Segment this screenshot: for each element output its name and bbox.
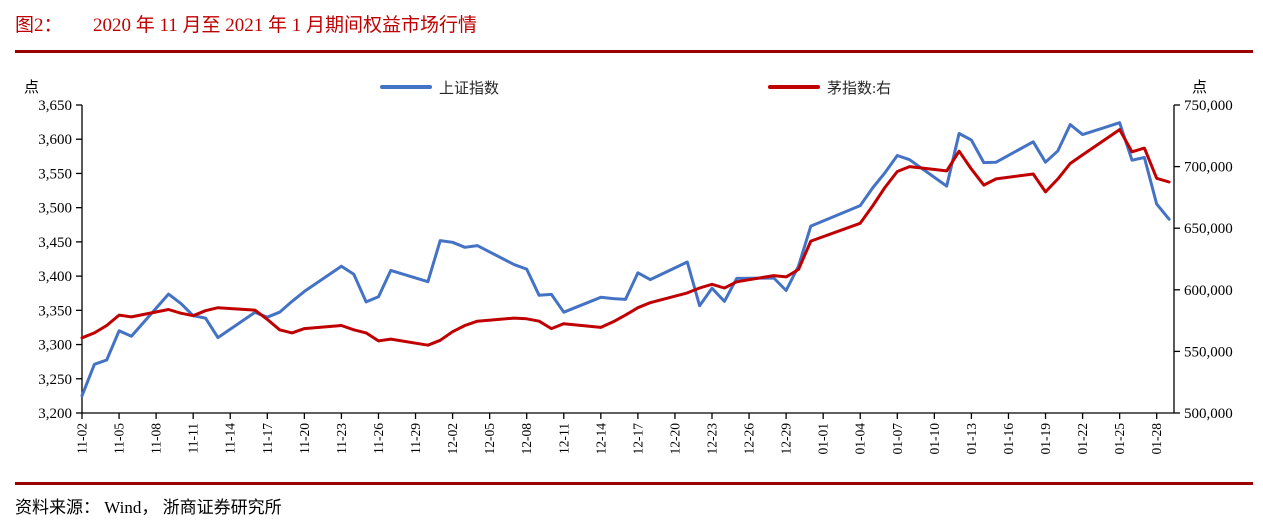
svg-text:700,000: 700,000 xyxy=(1184,160,1233,176)
svg-text:01-04: 01-04 xyxy=(853,423,868,455)
svg-text:11-23: 11-23 xyxy=(334,423,349,454)
svg-text:01-01: 01-01 xyxy=(816,423,831,455)
chart-area: 点 点 上证指数 茅指数:右 3,650 3,600 3,550 3,500 3,450… xyxy=(0,54,1263,478)
left-axis-unit-label: 点 xyxy=(24,80,40,96)
svg-text:3,350: 3,350 xyxy=(38,303,72,319)
svg-text:12-05: 12-05 xyxy=(482,423,497,455)
svg-text:01-22: 01-22 xyxy=(1075,423,1090,455)
svg-text:11-14: 11-14 xyxy=(223,423,238,454)
legend-label-mao: 茅指数:右 xyxy=(827,80,892,97)
svg-text:12-29: 12-29 xyxy=(779,423,794,455)
svg-text:11-08: 11-08 xyxy=(149,423,164,454)
svg-text:11-17: 11-17 xyxy=(260,423,275,454)
sse-line-swatch-icon xyxy=(380,85,432,89)
svg-text:3,550: 3,550 xyxy=(38,166,72,182)
svg-text:12-14: 12-14 xyxy=(593,423,608,455)
svg-text:01-13: 01-13 xyxy=(964,423,979,455)
svg-text:550,000: 550,000 xyxy=(1184,344,1233,360)
svg-text:11-02: 11-02 xyxy=(75,423,90,454)
svg-text:3,450: 3,450 xyxy=(38,235,72,251)
figure-number-label: 图2： xyxy=(15,15,63,36)
legend-item-mao: 茅指数:右 xyxy=(768,78,892,97)
svg-text:11-05: 11-05 xyxy=(112,423,127,454)
svg-text:01-28: 01-28 xyxy=(1149,423,1164,455)
title-divider-rule xyxy=(15,50,1253,53)
right-axis-unit-label: 点 xyxy=(1192,80,1208,96)
svg-text:3,250: 3,250 xyxy=(38,372,72,388)
svg-text:12-20: 12-20 xyxy=(667,423,682,455)
figure-title-row: 图2： 2020 年 11 月至 2021 年 1 月期间权益市场行情 xyxy=(15,10,1255,40)
svg-text:11-29: 11-29 xyxy=(408,423,423,454)
svg-text:500,000: 500,000 xyxy=(1184,406,1233,422)
svg-text:11-11: 11-11 xyxy=(186,423,201,454)
figure-title: 2020 年 11 月至 2021 年 1 月期间权益市场行情 xyxy=(93,15,478,36)
svg-text:01-19: 01-19 xyxy=(1038,423,1053,455)
legend-item-sse: 上证指数 xyxy=(380,78,500,97)
legend-label-sse: 上证指数 xyxy=(439,80,500,97)
svg-text:12-17: 12-17 xyxy=(630,423,645,455)
svg-text:01-07: 01-07 xyxy=(890,423,905,455)
svg-text:750,000: 750,000 xyxy=(1184,98,1233,114)
svg-text:600,000: 600,000 xyxy=(1184,283,1233,299)
svg-text:650,000: 650,000 xyxy=(1184,221,1233,237)
svg-text:3,600: 3,600 xyxy=(38,132,72,148)
svg-text:3,200: 3,200 xyxy=(38,406,72,422)
svg-text:12-11: 12-11 xyxy=(556,423,571,454)
svg-text:11-26: 11-26 xyxy=(371,423,386,454)
svg-text:01-10: 01-10 xyxy=(927,423,942,455)
svg-text:01-16: 01-16 xyxy=(1001,423,1016,455)
chart-svg: 3,650 3,600 3,550 3,500 3,450 3,400 3,350 3,300… xyxy=(38,98,1233,455)
svg-text:3,650: 3,650 xyxy=(38,98,72,114)
svg-text:3,500: 3,500 xyxy=(38,201,72,217)
source-note: 资料来源： Wind， 浙商证券研究所 xyxy=(15,498,282,517)
svg-text:12-02: 12-02 xyxy=(445,423,460,455)
svg-text:12-26: 12-26 xyxy=(742,423,757,455)
chart-legend: 上证指数 茅指数:右 xyxy=(0,78,1263,97)
svg-text:12-08: 12-08 xyxy=(519,423,534,455)
svg-text:11-20: 11-20 xyxy=(297,423,312,454)
svg-text:12-23: 12-23 xyxy=(705,423,720,455)
svg-text:3,300: 3,300 xyxy=(38,338,72,354)
svg-text:3,400: 3,400 xyxy=(38,269,72,285)
footer-divider-rule xyxy=(15,482,1253,485)
svg-text:01-25: 01-25 xyxy=(1112,423,1127,455)
mao-line-swatch-icon xyxy=(768,85,820,89)
